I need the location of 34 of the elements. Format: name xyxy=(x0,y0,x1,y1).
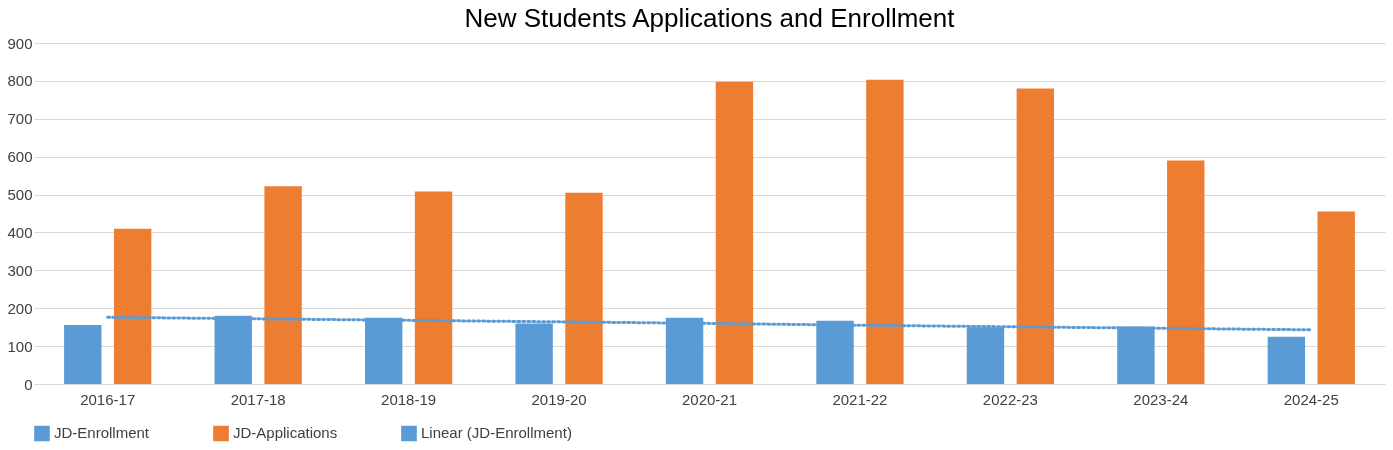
bar xyxy=(866,79,904,384)
bar xyxy=(1317,211,1355,384)
legend-label: Linear (JD-Enrollment) xyxy=(421,424,572,442)
x-tick-label: 2023-24 xyxy=(1133,390,1189,408)
bar xyxy=(113,228,152,384)
bar xyxy=(565,192,603,384)
y-tick-label: 400 xyxy=(7,223,33,241)
bar xyxy=(414,191,453,384)
legend-label: JD-Applications xyxy=(233,424,338,442)
x-tick-label: 2022-23 xyxy=(982,390,1038,408)
chart-title: New Students Applications and Enrollment xyxy=(464,3,956,33)
bar xyxy=(1267,336,1306,384)
x-tick-label: 2019-20 xyxy=(531,390,587,408)
x-tick-label: 2020-21 xyxy=(681,390,738,408)
bar xyxy=(1016,88,1055,384)
x-tick-label: 2018-19 xyxy=(381,390,437,408)
y-tick-label: 200 xyxy=(7,299,33,317)
y-tick-label: 800 xyxy=(7,72,33,90)
bar xyxy=(1167,160,1205,384)
x-tick-label: 2021-22 xyxy=(832,390,888,408)
y-tick-label: 600 xyxy=(7,148,33,166)
legend-label: JD-Enrollment xyxy=(54,424,150,442)
y-tick-label: 700 xyxy=(7,110,33,128)
bar xyxy=(64,324,102,384)
x-tick-label: 2024-25 xyxy=(1283,390,1339,408)
bar xyxy=(715,81,754,384)
bar xyxy=(264,186,302,384)
y-tick-label: 100 xyxy=(7,337,33,355)
y-tick-label: 900 xyxy=(7,34,33,52)
y-tick-label: 300 xyxy=(7,261,33,279)
y-tick-label: 500 xyxy=(7,186,33,204)
x-tick-label: 2016-17 xyxy=(80,390,136,408)
x-tick-label: 2017-18 xyxy=(230,390,286,408)
y-tick-label: 0 xyxy=(24,375,33,393)
